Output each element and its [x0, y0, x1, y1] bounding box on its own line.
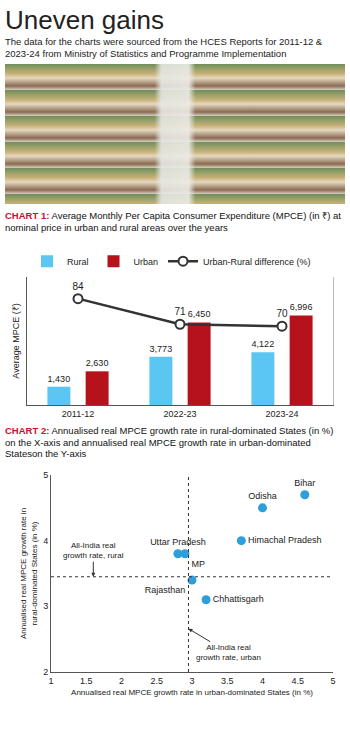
- svg-text:Urban-Rural difference (%): Urban-Rural difference (%): [203, 257, 310, 267]
- svg-text:3: 3: [189, 675, 194, 685]
- svg-text:2: 2: [43, 667, 48, 677]
- svg-text:Urban: Urban: [134, 257, 159, 267]
- svg-text:Odisha: Odisha: [248, 490, 277, 500]
- svg-text:Himachal Pradesh: Himachal Pradesh: [248, 534, 322, 544]
- svg-text:2022-23: 2022-23: [163, 409, 196, 419]
- svg-text:Chhattisgarh: Chhattisgarh: [213, 594, 264, 604]
- svg-text:5: 5: [43, 470, 48, 480]
- svg-text:MP: MP: [192, 559, 206, 569]
- svg-text:6,996: 6,996: [290, 302, 313, 312]
- svg-text:2.5: 2.5: [150, 675, 163, 685]
- svg-text:1,430: 1,430: [48, 374, 71, 384]
- svg-text:3,773: 3,773: [150, 344, 173, 354]
- html-text:Uneven gains: Uneven gains: [5, 5, 164, 35]
- svg-text:All-India realgrowth rate, rur: All-India realgrowth rate, rural: [63, 541, 124, 560]
- svg-text:2011-12: 2011-12: [62, 409, 94, 419]
- svg-text:1: 1: [48, 675, 53, 685]
- svg-text:Rajasthan: Rajasthan: [145, 585, 186, 595]
- svg-text:4: 4: [43, 535, 48, 545]
- svg-text:2: 2: [119, 675, 124, 685]
- svg-text:2,630: 2,630: [86, 358, 109, 368]
- svg-text:4,122: 4,122: [252, 339, 275, 349]
- svg-text:71: 71: [174, 306, 186, 317]
- svg-text:4.5: 4.5: [291, 675, 304, 685]
- svg-text:All-India realgrowth rate, urb: All-India realgrowth rate, urban: [196, 643, 261, 662]
- svg-text:Annualised real MPCE growth ra: Annualised real MPCE growth rate inrural…: [19, 507, 38, 638]
- svg-text:2023-24: 2023-24: [265, 409, 298, 419]
- svg-text:Uttar Pradesh: Uttar Pradesh: [150, 536, 206, 546]
- svg-text:70: 70: [276, 308, 288, 319]
- svg-text:Bihar: Bihar: [294, 477, 315, 487]
- svg-text:4: 4: [260, 675, 265, 685]
- svg-text:5: 5: [330, 675, 335, 685]
- svg-text:Average MPCE (₹): Average MPCE (₹): [11, 303, 21, 378]
- html-text:The data for the charts were s: The data for the charts were sourced fro…: [5, 36, 323, 59]
- html-text:CHART 2: Annualised real MPCE: CHART 2: Annualised real MPCE growth rat…: [5, 425, 334, 459]
- svg-text:Rural: Rural: [67, 257, 89, 267]
- svg-text:3.5: 3.5: [221, 675, 234, 685]
- html-text:CHART 1: Average Monthly Per C: CHART 1: Average Monthly Per Capita Cons…: [5, 210, 341, 233]
- svg-text:84: 84: [72, 281, 84, 292]
- svg-text:6,450: 6,450: [188, 309, 211, 319]
- svg-text:Annualised real MPCE growth ra: Annualised real MPCE growth rate in urba…: [71, 687, 313, 696]
- svg-text:1.5: 1.5: [80, 675, 93, 685]
- svg-text:3: 3: [43, 601, 48, 611]
